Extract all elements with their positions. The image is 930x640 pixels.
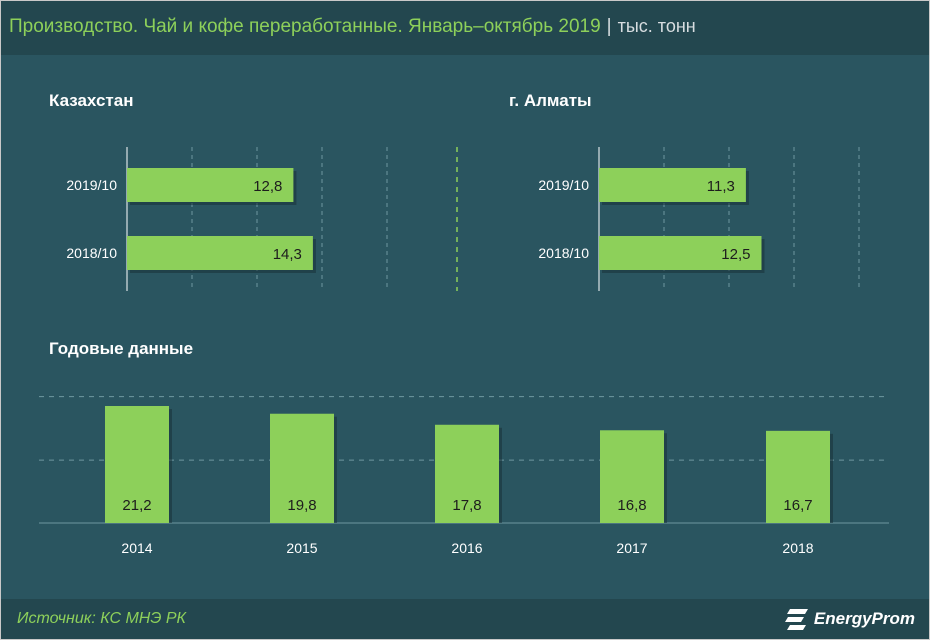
source-note: Источник: КС МНЭ РК (17, 610, 186, 627)
annual-value-label: 16,7 (783, 497, 812, 514)
almaty-title: г. Алматы (509, 91, 592, 110)
almaty-value-label: 11,3 (707, 178, 735, 195)
chart-title: Производство. Чай и кофе переработанные.… (9, 16, 696, 38)
energyprom-logo-icon (784, 609, 808, 630)
annual-bar (766, 430, 830, 523)
annual-chart: 21,2 2014 19,8 2015 17,8 2016 16,8 2017 16,7 2018 (39, 396, 889, 556)
kazakhstan-chart: 2019/10 12,8 2018/10 14,3 (66, 147, 388, 291)
annual-bar (600, 430, 664, 523)
footer-bar: Источник: КС МНЭ РК EnergyProm (1, 599, 929, 639)
annual-year-label: 2016 (451, 540, 482, 556)
title-main: Производство. Чай и кофе переработанные.… (9, 16, 601, 37)
logo-text: EnergyProm (813, 609, 915, 628)
kazakhstan-title: Казахстан (49, 91, 134, 110)
title-separator: | (606, 16, 612, 37)
annual-year-label: 2017 (616, 540, 647, 556)
title-unit: тыс. тонн (617, 16, 696, 36)
annual-value-label: 17,8 (452, 497, 481, 514)
annual-bar (105, 406, 169, 523)
almaty-bar (599, 168, 746, 202)
annual-year-label: 2015 (286, 540, 317, 556)
almaty-chart: 2019/10 11,3 2018/10 12,5 (538, 147, 860, 291)
almaty-category-label: 2018/10 (538, 245, 589, 261)
header-bar: Производство. Чай и кофе переработанные.… (1, 1, 929, 55)
panel-divider (456, 147, 458, 291)
annual-bar (435, 424, 499, 523)
kazakhstan-value-label: 14,3 (273, 246, 302, 263)
energyprom-logo: EnergyProm (784, 605, 915, 633)
kazakhstan-bar (127, 168, 294, 202)
annual-bar (270, 413, 334, 523)
annual-value-label: 16,8 (617, 497, 646, 514)
annual-year-label: 2014 (121, 540, 152, 556)
annual-value-label: 21,2 (122, 497, 151, 514)
kazakhstan-category-label: 2018/10 (66, 245, 117, 261)
almaty-value-label: 12,5 (721, 246, 750, 263)
kazakhstan-bar (127, 236, 313, 270)
almaty-bar (599, 236, 762, 270)
annual-year-label: 2018 (782, 540, 813, 556)
annual-title: Годовые данные (49, 339, 194, 358)
kazakhstan-category-label: 2019/10 (66, 177, 117, 193)
almaty-category-label: 2019/10 (538, 177, 589, 193)
kazakhstan-value-label: 12,8 (253, 178, 282, 195)
annual-value-label: 19,8 (287, 497, 316, 514)
